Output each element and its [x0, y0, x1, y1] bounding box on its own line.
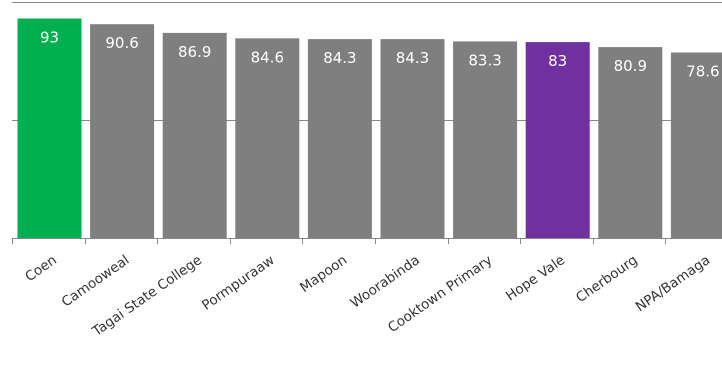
category-label-pormpuraaw: Pormpuraaw: [199, 252, 278, 314]
category-label-npa-bamaga: NPA/Bamaga: [633, 252, 713, 315]
bar-cooktown-primary: [453, 41, 518, 239]
category-label-camooweal: Camooweal: [59, 252, 133, 310]
value-label-cherbourg: 80.9: [614, 57, 647, 75]
value-label-hope-vale: 83: [548, 52, 567, 70]
value-labels: 93 90.6 86.9 84.6 84.3 84.3 83.3 83 80.9 78.6: [40, 29, 720, 81]
bar-coen: [17, 18, 82, 238]
value-label-tagai-state-college: 86.9: [178, 43, 211, 61]
value-label-camooweal: 90.6: [105, 34, 138, 52]
bar-tagai-state-college: [162, 32, 227, 239]
category-label-woorabinda: Woorabinda: [348, 252, 423, 311]
category-label-cherbourg: Cherbourg: [573, 252, 640, 306]
value-label-mapoon: 84.3: [323, 49, 356, 67]
category-label-coen: Coen: [22, 252, 59, 285]
value-label-pormpuraaw: 84.6: [251, 48, 284, 66]
category-label-mapoon: Mapoon: [297, 252, 350, 296]
bar-woorabinda: [380, 39, 445, 238]
category-label-hope-vale: Hope Vale: [503, 252, 568, 304]
value-label-npa-bamaga: 78.6: [686, 63, 719, 81]
bar-pormpuraaw: [235, 38, 300, 238]
bar-npa-bamaga: [670, 52, 722, 238]
bar-camooweal: [90, 24, 155, 239]
bar-cherbourg: [598, 47, 663, 238]
bars: [17, 18, 722, 239]
bar-mapoon: [307, 39, 372, 238]
value-label-coen: 93: [40, 29, 59, 47]
value-label-woorabinda: 84.3: [396, 49, 429, 67]
value-label-cooktown-primary: 83.3: [468, 51, 501, 69]
x-axis: [12, 238, 722, 244]
bar-hope-vale: [525, 42, 590, 238]
